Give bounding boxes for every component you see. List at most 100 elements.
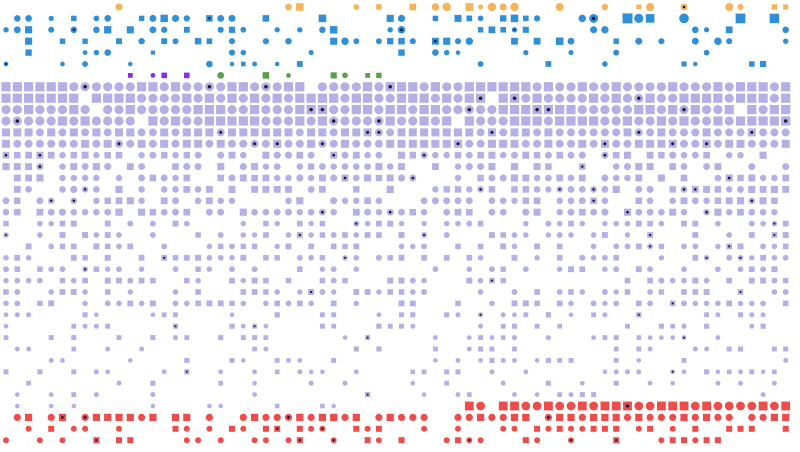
data-point: [622, 116, 633, 126]
data-point: [442, 128, 451, 137]
data-point: [172, 186, 179, 193]
data-point: [272, 105, 282, 115]
data-point: [14, 346, 20, 352]
data-point: [251, 437, 258, 444]
data-point: [138, 277, 145, 284]
data-point: [726, 369, 732, 375]
data-point: [295, 139, 304, 148]
data-point: [296, 163, 304, 170]
data-point: [399, 312, 404, 318]
data-point: [430, 105, 440, 115]
data-point: [342, 72, 348, 79]
data-point: [306, 93, 316, 103]
data-point: [703, 277, 710, 284]
data-point: [93, 266, 100, 272]
data-point: [704, 346, 710, 352]
data-point: [611, 93, 621, 103]
data-point: [478, 323, 484, 329]
data-point: [194, 37, 202, 45]
data-point: [3, 369, 9, 375]
data-point: [217, 26, 224, 33]
data-point: [285, 174, 292, 182]
data-point: [770, 139, 779, 148]
data-point: [432, 15, 439, 22]
data-point: [578, 413, 586, 421]
data-point: [330, 197, 338, 205]
data-point: [691, 139, 700, 148]
data-point: [590, 208, 598, 216]
data-point: [103, 105, 113, 115]
data-point: [704, 312, 710, 318]
data-point: [624, 243, 631, 250]
data-point: [205, 208, 213, 216]
data-point: [601, 26, 609, 34]
data-point: [184, 277, 190, 284]
data-point-marker: [479, 188, 482, 191]
data-point: [679, 401, 689, 411]
data-point-marker: [705, 256, 708, 259]
data-point: [577, 401, 587, 411]
data-point: [477, 437, 484, 444]
data-point: [421, 425, 428, 432]
data-point: [148, 116, 158, 126]
data-point: [681, 357, 687, 363]
data-point: [148, 128, 157, 137]
data-point-marker: [377, 119, 381, 123]
data-point: [228, 185, 236, 193]
data-point: [14, 15, 21, 22]
data-point: [319, 312, 325, 318]
data-point: [613, 289, 619, 295]
data-point: [646, 185, 654, 193]
data-point: [94, 312, 99, 318]
data-point: [533, 15, 541, 22]
data-point: [58, 208, 67, 216]
data-point: [46, 105, 56, 115]
data-point: [172, 174, 179, 182]
data-point: [3, 323, 9, 329]
data-point: [679, 116, 689, 126]
data-point: [3, 27, 9, 33]
data-point: [239, 174, 247, 182]
data-point: [578, 14, 587, 23]
data-point: [704, 369, 710, 375]
data-point: [329, 128, 338, 137]
data-point: [330, 232, 337, 238]
data-point: [759, 174, 767, 182]
data-point: [759, 128, 768, 137]
data-point: [634, 116, 644, 126]
data-point: [658, 255, 665, 261]
data-point: [408, 82, 418, 92]
data-point: [351, 82, 361, 92]
data-point: [148, 82, 158, 92]
data-point: [691, 37, 699, 45]
data-point: [353, 186, 360, 193]
data-point: [679, 82, 689, 92]
data-point: [702, 82, 712, 92]
data-point: [2, 163, 10, 171]
data-point: [724, 93, 734, 103]
data-point: [555, 116, 565, 126]
data-point: [442, 116, 452, 126]
data-point: [624, 289, 631, 295]
data-point: [646, 197, 654, 205]
data-point: [454, 186, 462, 193]
data-point: [636, 346, 642, 352]
data-point: [430, 93, 440, 103]
data-point: [624, 174, 631, 182]
data-point: [726, 425, 733, 432]
data-point-marker: [320, 142, 324, 146]
data-point: [240, 243, 247, 250]
data-point: [126, 139, 135, 148]
data-point: [396, 105, 407, 115]
data-point: [545, 186, 552, 193]
data-point: [13, 26, 21, 34]
data-point: [714, 186, 722, 193]
data-point: [47, 128, 56, 137]
data-point: [35, 128, 44, 137]
data-point: [635, 425, 642, 432]
data-point: [735, 82, 746, 92]
data-point: [748, 277, 755, 284]
data-point: [476, 401, 485, 411]
data-point: [578, 208, 586, 216]
data-point: [308, 50, 314, 56]
